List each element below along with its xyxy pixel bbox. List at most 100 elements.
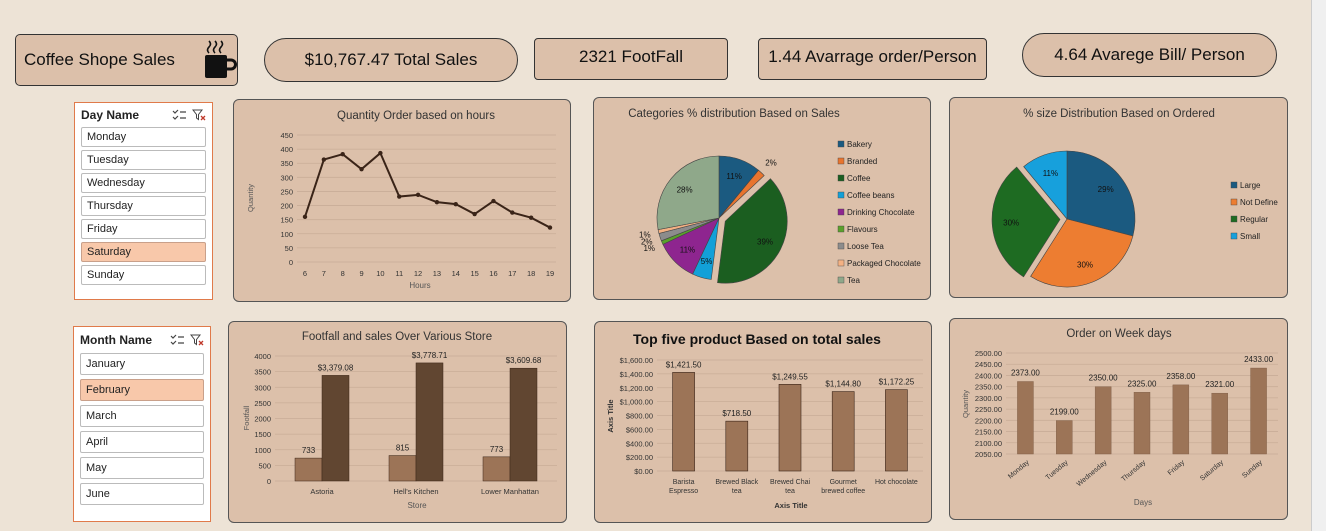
slicer-item-thursday[interactable]: Thursday bbox=[81, 196, 206, 216]
legend-entry: Loose Tea bbox=[847, 242, 884, 251]
slice-label: 2% bbox=[765, 159, 777, 168]
bar bbox=[672, 372, 695, 472]
legend-entry: Bakery bbox=[847, 140, 872, 149]
y-tick-label: 2450.00 bbox=[975, 360, 1002, 369]
y-tick-label: 2250.00 bbox=[975, 405, 1002, 414]
slicer-item-monday[interactable]: Monday bbox=[81, 127, 206, 147]
data-point bbox=[434, 199, 440, 205]
bar bbox=[1094, 386, 1112, 455]
dashboard-title: Coffee Shope Sales bbox=[24, 50, 175, 69]
y-tick-label: 3000 bbox=[254, 383, 271, 392]
data-label: 2199.00 bbox=[1050, 408, 1079, 417]
slicer-item-march[interactable]: March bbox=[80, 405, 204, 427]
slicer-item-saturday[interactable]: Saturday bbox=[81, 242, 206, 262]
slicer-item-june[interactable]: June bbox=[80, 483, 204, 505]
slice-label: 29% bbox=[1098, 185, 1114, 194]
y-tick-label: 2100.00 bbox=[975, 439, 1002, 448]
x-tick-label: Thursday bbox=[1120, 459, 1147, 483]
legend-entry: Regular bbox=[1240, 215, 1268, 224]
y-tick-label: 250 bbox=[280, 187, 293, 196]
categories-chart-panel: Categories % distribution Based on Sales… bbox=[593, 97, 931, 300]
slicer-item-friday[interactable]: Friday bbox=[81, 219, 206, 239]
slicer-item-february[interactable]: February bbox=[80, 379, 204, 401]
bar bbox=[388, 455, 417, 482]
y-tick-label: 2200.00 bbox=[975, 416, 1002, 425]
slicer-item-may[interactable]: May bbox=[80, 457, 204, 479]
slicer-item-sunday[interactable]: Sunday bbox=[81, 265, 206, 285]
pie-slice bbox=[1066, 150, 1136, 237]
data-point bbox=[321, 157, 327, 162]
slicer-item-wednesday[interactable]: Wednesday bbox=[81, 173, 206, 193]
bar bbox=[725, 420, 749, 472]
data-label: $1,249.55 bbox=[772, 372, 808, 381]
total-sales-card: $10,767.47 Total Sales bbox=[264, 38, 518, 82]
legend-swatch bbox=[837, 242, 845, 250]
bar bbox=[1017, 381, 1034, 455]
y-tick-label: $600.00 bbox=[626, 425, 653, 434]
legend-entry: Flavours bbox=[847, 225, 878, 234]
y-tick-label: 400 bbox=[280, 145, 293, 154]
bar bbox=[885, 389, 908, 472]
x-tick-label: Lower Manhattan bbox=[481, 487, 539, 496]
x-tick-label: Brewed Chai bbox=[770, 479, 811, 486]
multi-select-icon[interactable] bbox=[170, 334, 184, 346]
bar bbox=[1172, 384, 1190, 455]
chart-title: Top five product Based on total sales bbox=[633, 331, 881, 347]
bar bbox=[509, 367, 538, 482]
y-tick-label: 2350.00 bbox=[975, 383, 1002, 392]
y-tick-label: 0 bbox=[267, 477, 271, 486]
x-tick-label: Brewed Black bbox=[715, 479, 758, 486]
y-tick-label: 2150.00 bbox=[975, 428, 1002, 437]
x-axis-label: Store bbox=[407, 501, 427, 510]
data-label: 2325.00 bbox=[1128, 379, 1157, 388]
legend-swatch bbox=[837, 225, 845, 233]
y-axis-label: Quantity bbox=[246, 184, 255, 212]
y-tick-label: 450 bbox=[280, 131, 293, 140]
footfall-value: 2321 FootFall bbox=[579, 47, 683, 66]
products-chart-panel: Top five product Based on total sales $0.… bbox=[594, 321, 932, 523]
clear-filter-icon[interactable] bbox=[192, 109, 206, 121]
slicer-item-april[interactable]: April bbox=[80, 431, 204, 453]
legend-entry: Not Define bbox=[1240, 198, 1278, 207]
data-point bbox=[359, 166, 364, 172]
month-name-slicer: Month Name January February March April May J… bbox=[73, 326, 211, 522]
y-tick-label: $800.00 bbox=[626, 412, 653, 421]
chart-title: Order on Week days bbox=[1066, 328, 1172, 340]
data-label: $3,778.71 bbox=[412, 351, 448, 360]
legend-swatch bbox=[1230, 215, 1238, 223]
bar bbox=[1056, 420, 1073, 455]
day-slicer-title: Day Name bbox=[81, 108, 140, 122]
bar bbox=[294, 457, 323, 482]
x-tick-label: Hot chocolate bbox=[875, 479, 918, 486]
data-point bbox=[415, 192, 421, 198]
pie-slice bbox=[717, 178, 788, 284]
legend-entry: Tea bbox=[847, 276, 860, 285]
slicer-item-january[interactable]: January bbox=[80, 353, 204, 375]
multi-select-icon[interactable] bbox=[172, 109, 186, 121]
vertical-scrollbar[interactable] bbox=[1311, 0, 1326, 531]
x-tick-label: Gourmet bbox=[830, 479, 857, 486]
y-tick-label: 2400.00 bbox=[975, 371, 1002, 380]
y-tick-label: 1000 bbox=[254, 446, 271, 455]
x-tick-label: 9 bbox=[359, 269, 363, 278]
legend-swatch bbox=[1230, 198, 1238, 206]
pie-slice bbox=[1030, 218, 1134, 288]
slice-label: 2% bbox=[641, 237, 653, 246]
bar bbox=[831, 391, 855, 472]
slice-label: 1% bbox=[639, 231, 651, 240]
legend-entry: Coffee beans bbox=[847, 191, 894, 200]
y-tick-label: $1,400.00 bbox=[620, 370, 653, 379]
x-axis-label: Axis Title bbox=[774, 501, 807, 510]
x-tick-label: 11 bbox=[395, 269, 403, 278]
y-tick-label: 500 bbox=[258, 461, 271, 470]
bar bbox=[1133, 392, 1151, 455]
y-tick-label: 350 bbox=[280, 159, 293, 168]
month-slicer-title: Month Name bbox=[80, 333, 152, 347]
clear-filter-icon[interactable] bbox=[190, 334, 204, 346]
y-tick-label: 2300.00 bbox=[975, 394, 1002, 403]
slicer-item-tuesday[interactable]: Tuesday bbox=[81, 150, 206, 170]
y-tick-label: 1500 bbox=[254, 430, 271, 439]
legend-swatch bbox=[837, 208, 845, 216]
y-tick-label: 2500.00 bbox=[975, 349, 1002, 358]
bar bbox=[1250, 367, 1267, 455]
